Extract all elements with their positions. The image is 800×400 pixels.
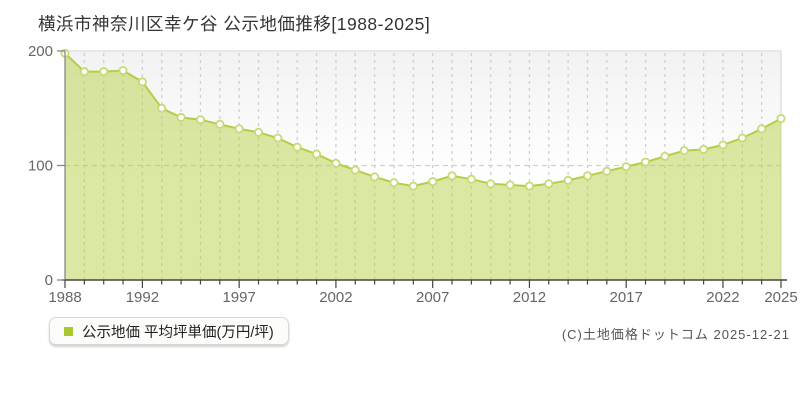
- data-point: [544, 179, 554, 189]
- data-point: [563, 175, 573, 185]
- y-tick-label: 200: [28, 43, 53, 60]
- data-point: [370, 172, 380, 182]
- data-point: [312, 149, 322, 159]
- data-point: [254, 127, 264, 137]
- legend-marker-square: [64, 326, 73, 336]
- data-point: [408, 181, 418, 191]
- x-tick-label: 1988: [48, 289, 81, 306]
- data-point: [641, 157, 651, 167]
- data-point: [79, 67, 89, 77]
- data-point: [157, 103, 167, 113]
- data-point: [176, 112, 186, 122]
- legend: 公示地価 平均坪単価(万円/坪): [49, 317, 289, 345]
- data-point: [389, 178, 399, 188]
- data-point: [776, 114, 786, 124]
- x-tick-label: 2022: [706, 289, 739, 306]
- data-point: [486, 179, 496, 189]
- data-point: [679, 146, 689, 156]
- x-tick-label: 2025: [764, 289, 797, 306]
- data-point: [195, 115, 205, 125]
- data-point: [621, 162, 631, 172]
- x-tick-label: 2017: [610, 289, 643, 306]
- chart-title: 横浜市神奈川区幸ケ谷 公示地価推移[1988-2025]: [38, 14, 431, 34]
- data-point: [99, 67, 109, 77]
- x-tick-label: 2007: [416, 289, 449, 306]
- legend-label: 公示地価 平均坪単価(万円/坪): [82, 324, 274, 341]
- x-tick-label: 2002: [319, 289, 352, 306]
- y-tick-label: 100: [28, 158, 53, 175]
- data-point: [428, 177, 438, 187]
- data-point: [466, 174, 476, 184]
- data-point: [118, 65, 128, 75]
- data-point: [582, 171, 592, 181]
- data-point: [524, 181, 534, 191]
- copyright-text: (C)土地価格ドットコム 2025-12-21: [561, 327, 790, 342]
- data-point: [292, 142, 302, 152]
- x-tick-label: 1997: [222, 289, 255, 306]
- data-point: [757, 124, 767, 134]
- data-point: [602, 166, 612, 176]
- area-fill: [65, 53, 781, 280]
- data-point: [273, 133, 283, 143]
- data-point: [331, 158, 341, 168]
- x-tick-label: 1992: [126, 289, 159, 306]
- data-point: [137, 77, 147, 87]
- data-point: [737, 133, 747, 143]
- y-tick-label: 0: [45, 272, 53, 289]
- data-point: [718, 140, 728, 150]
- data-point: [699, 144, 709, 154]
- data-point: [447, 171, 457, 181]
- data-point: [505, 180, 515, 190]
- data-point: [350, 165, 360, 175]
- data-point: [660, 151, 670, 161]
- price-trend-chart: 0 100 200 1988 1992 1997 2002 2007 2012 2017 2022 2…: [28, 43, 798, 306]
- data-point: [234, 124, 244, 134]
- x-tick-label: 2012: [513, 289, 546, 306]
- data-point: [215, 119, 225, 129]
